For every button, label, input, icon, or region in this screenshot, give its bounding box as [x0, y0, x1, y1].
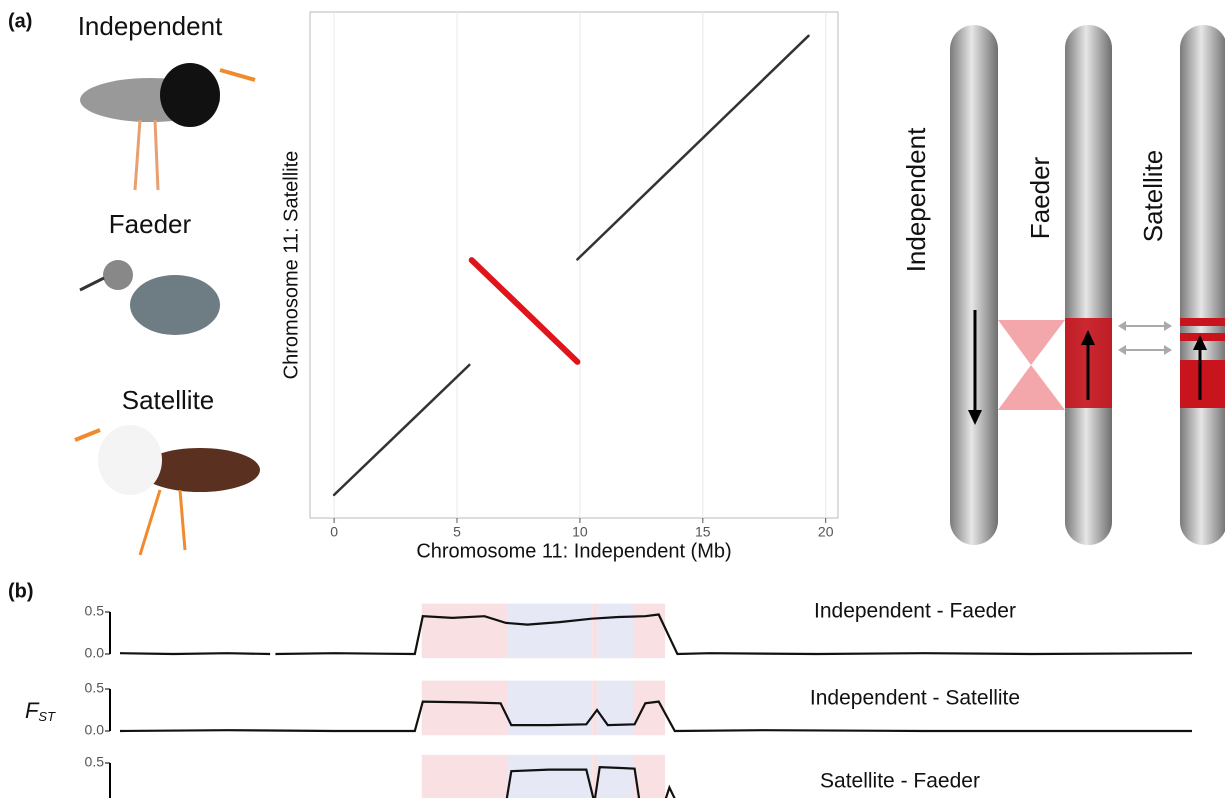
panel-label: (a): [8, 10, 32, 32]
y-tick-label: 0.5: [85, 680, 105, 696]
panel-label: (b): [8, 580, 34, 602]
y-tick-label: 0.5: [85, 754, 105, 770]
track-title: Independent - Faeder: [814, 600, 1016, 623]
chromosome-label: Independent: [901, 127, 931, 272]
bird-label: Satellite: [122, 385, 215, 415]
y-tick-label: 0.5: [85, 603, 105, 619]
region-shade: [597, 681, 633, 736]
region-shade: [633, 681, 665, 736]
bird-label: Faeder: [109, 209, 192, 239]
y-tick-label: 0.0: [85, 722, 105, 738]
region-shade: [597, 755, 633, 798]
y-axis-label: Chromosome 11: Satellite: [280, 151, 302, 380]
x-tick-label: 20: [818, 524, 834, 540]
bird-illustration: [80, 63, 255, 190]
region-shade: [507, 681, 592, 736]
bird-illustration: [80, 260, 220, 335]
region-shade: [422, 681, 507, 736]
figure: (a) (b) Independent Faeder Satellite Ind…: [0, 0, 1225, 798]
x-tick-label: 10: [572, 524, 588, 540]
region-shade: [422, 755, 507, 798]
fst-label: FST: [25, 698, 56, 725]
track-separator: [110, 661, 1210, 666]
region-shade: [597, 604, 633, 659]
region-shade: [507, 755, 592, 798]
x-axis-label: Chromosome 11: Independent (Mb): [416, 540, 731, 562]
bird-label: Independent: [78, 11, 223, 41]
track-title: Satellite - Faeder: [820, 770, 980, 793]
region-shade: [592, 604, 597, 659]
region-shade: [422, 604, 507, 659]
chromosome-label: Faeder: [1025, 156, 1055, 239]
bird-illustration: [75, 425, 260, 555]
chromosome-label: Satellite: [1138, 150, 1168, 243]
x-tick-label: 5: [453, 524, 461, 540]
track-separator: [110, 738, 1210, 743]
chromosome-diagram: [950, 25, 1225, 545]
track-title: Independent - Satellite: [810, 687, 1020, 710]
fst-label-sub: ST: [38, 709, 56, 724]
region-shade: [633, 604, 665, 659]
region-shade: [592, 681, 597, 736]
y-tick-label: 0.0: [85, 645, 105, 661]
region-shade: [507, 604, 592, 659]
x-tick-label: 15: [695, 524, 711, 540]
x-tick-label: 0: [330, 524, 338, 540]
